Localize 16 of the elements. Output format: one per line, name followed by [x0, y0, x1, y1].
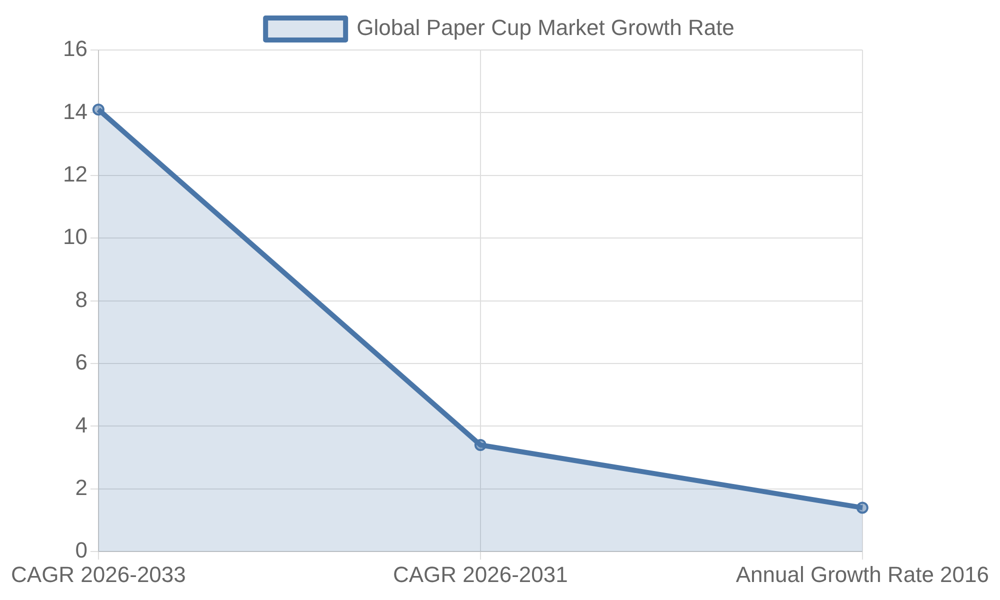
x-tick-label: CAGR 2026-2031 [392, 562, 568, 587]
y-tick-label: 0 [75, 538, 88, 563]
x-tick-label: CAGR 2026-2033 [10, 562, 186, 587]
point [856, 502, 868, 514]
x-tick-label: Annual Growth Rate 2016 [736, 562, 990, 587]
y-tick-label: 4 [75, 412, 88, 438]
legend-label: Global Paper Cup Market Growth Rate [356, 15, 734, 40]
y-tick-label: 16 [62, 36, 88, 62]
y-tick-label: 14 [62, 98, 88, 124]
point [474, 439, 486, 452]
y-tick-label: 10 [62, 224, 88, 250]
y-tick-label: 6 [75, 350, 88, 375]
y-tick-label: 2 [75, 474, 88, 500]
y-tick-label: 12 [62, 161, 88, 186]
point [92, 104, 104, 116]
y-tick-label: 8 [75, 286, 88, 312]
